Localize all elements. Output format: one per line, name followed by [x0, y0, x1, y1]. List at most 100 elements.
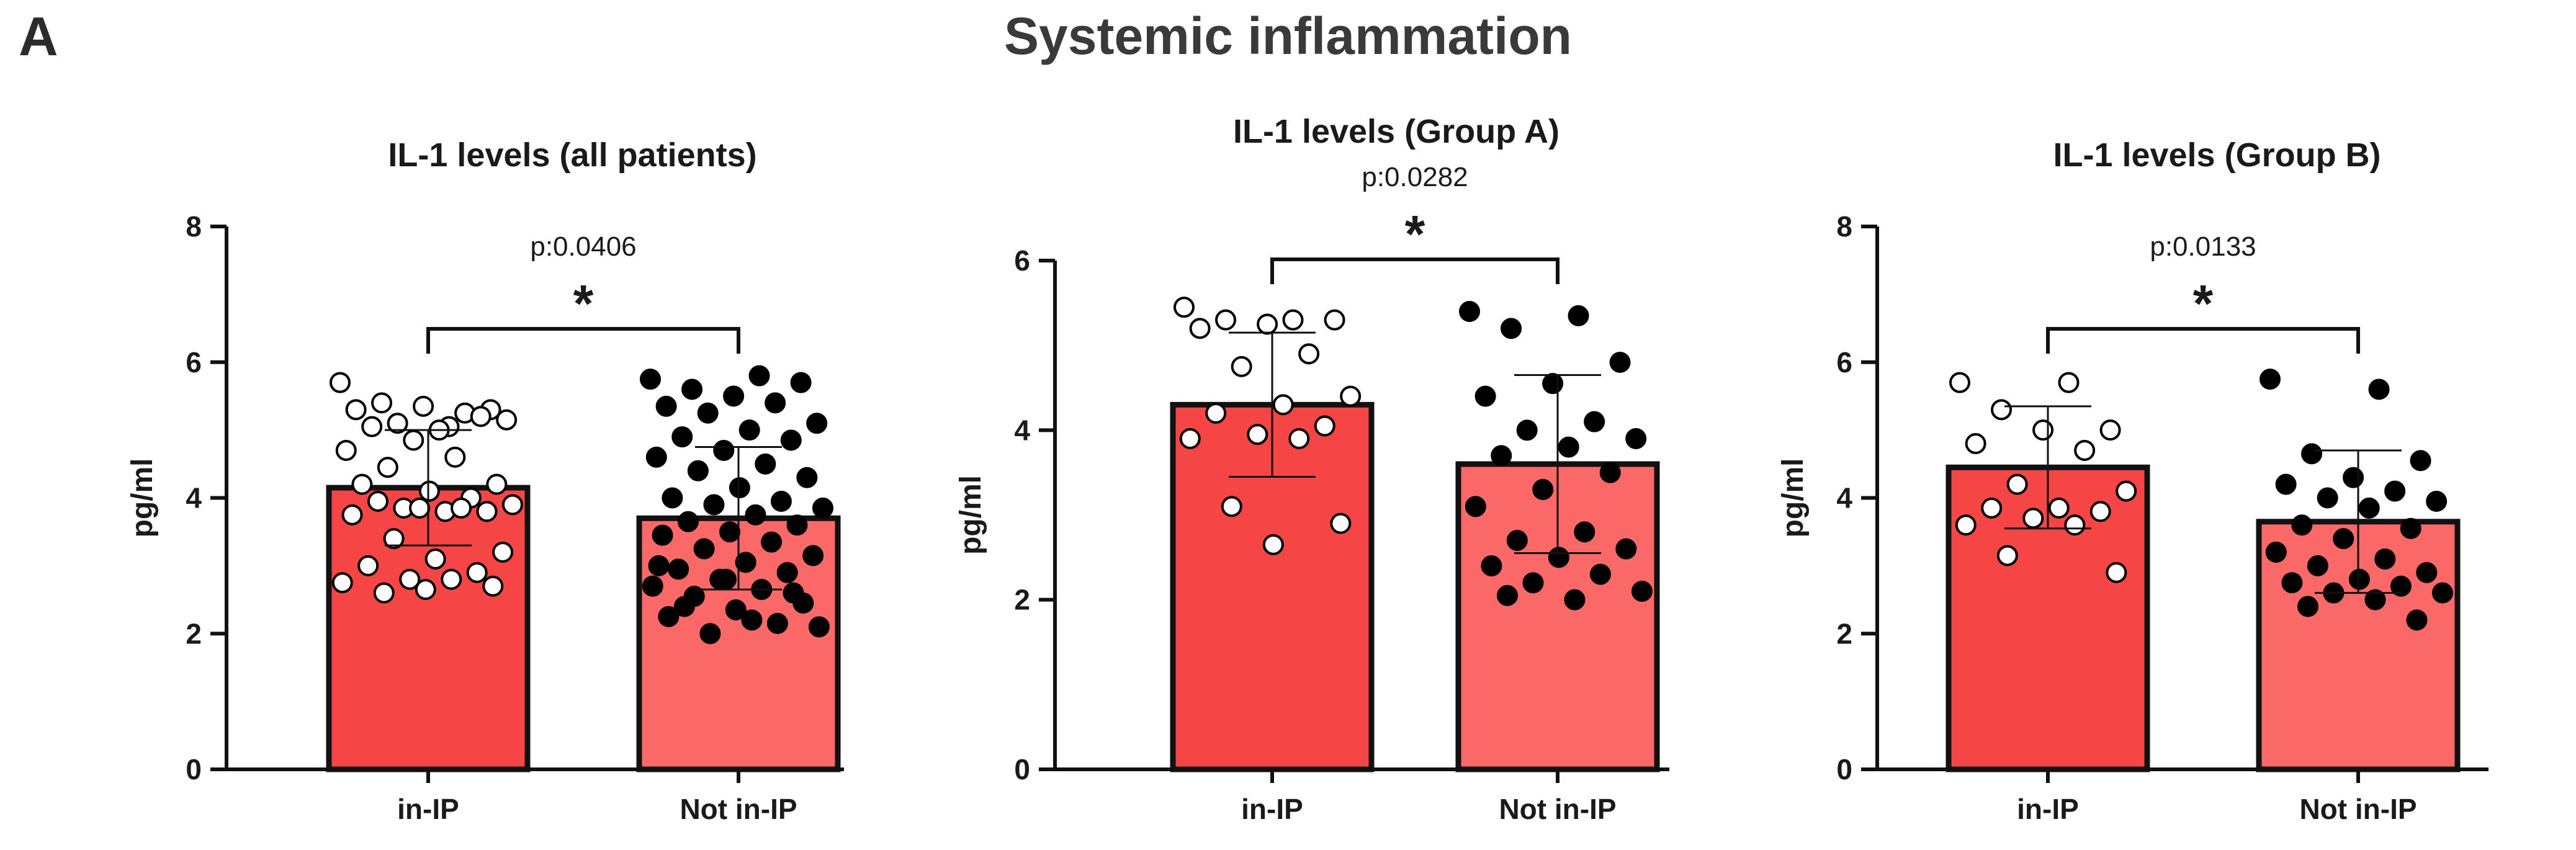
data-point — [1949, 372, 1970, 393]
data-point — [1474, 385, 1496, 407]
data-point — [662, 487, 683, 509]
data-point — [1532, 479, 1554, 500]
chart-2: IL-1 levels (Group A) 0 2 4 6 pg/ml in-IP Not i… — [954, 113, 1669, 825]
y-tick-label: 8 — [186, 210, 202, 243]
data-point — [1481, 555, 1502, 576]
data-point — [668, 558, 689, 580]
data-point — [2410, 450, 2431, 472]
data-point — [1247, 424, 1268, 445]
y-tick-label: 2 — [1014, 584, 1030, 616]
significance-star: * — [1405, 205, 1425, 263]
data-point — [2058, 372, 2080, 393]
data-point — [1599, 462, 1621, 483]
data-point — [713, 439, 735, 461]
y-tick-label: 6 — [1836, 346, 1852, 378]
data-point — [1205, 403, 1227, 424]
data-point — [648, 555, 670, 576]
data-point — [2291, 514, 2313, 536]
data-point — [345, 399, 367, 421]
data-point — [780, 429, 802, 451]
data-point — [2260, 369, 2281, 390]
data-point — [2400, 517, 2421, 539]
data-point — [1996, 545, 2018, 566]
x-tick-label: in-IP — [397, 793, 459, 825]
data-point — [776, 561, 798, 583]
data-point — [367, 490, 388, 512]
data-point — [1262, 534, 1284, 555]
significance-bracket — [1270, 257, 1560, 284]
data-point — [2106, 561, 2127, 583]
data-point — [330, 372, 351, 393]
data-point — [476, 501, 498, 522]
y-tick-label: 6 — [1014, 244, 1030, 277]
y-tick-label: 0 — [186, 753, 202, 785]
data-point — [699, 623, 721, 645]
data-point — [761, 531, 783, 553]
significance-star: * — [573, 274, 594, 333]
data-point — [2333, 528, 2354, 550]
data-point — [2364, 589, 2386, 611]
data-point — [2032, 419, 2054, 441]
data-point — [671, 426, 693, 448]
data-point — [444, 446, 466, 468]
y-tick-label: 6 — [186, 346, 202, 378]
data-point — [1501, 318, 1522, 339]
data-point — [2064, 514, 2086, 536]
data-point — [703, 494, 725, 516]
data-point — [1491, 445, 1512, 467]
data-point — [496, 409, 518, 431]
data-point — [1215, 309, 1237, 331]
data-point — [413, 395, 434, 417]
data-point — [357, 555, 379, 576]
y-tick-label: 4 — [1014, 414, 1030, 446]
data-point — [383, 528, 405, 550]
y-axis-label: pg/ml — [126, 459, 159, 538]
data-point — [783, 582, 804, 604]
data-point — [1288, 428, 1310, 449]
data-point — [640, 369, 661, 390]
data-point — [1615, 538, 1637, 560]
data-point — [415, 579, 436, 601]
data-point — [2275, 473, 2297, 495]
data-point — [1459, 301, 1480, 322]
data-point — [2048, 497, 2070, 519]
data-point — [2348, 568, 2370, 590]
data-point — [1981, 497, 2003, 519]
x-tick-label: Not in-IP — [1499, 793, 1616, 825]
data-point — [1272, 394, 1294, 416]
data-point — [642, 575, 663, 597]
data-point — [658, 606, 680, 627]
data-point — [2374, 548, 2396, 570]
data-point — [403, 429, 424, 451]
data-point — [673, 596, 695, 617]
data-point — [424, 548, 446, 570]
data-point — [1522, 572, 1544, 594]
data-point — [1568, 305, 1589, 326]
data-point — [1955, 514, 1977, 536]
data-point — [1589, 563, 1611, 585]
y-tick-label: 8 — [1836, 210, 1852, 243]
data-point — [1221, 496, 1242, 517]
data-point — [1516, 419, 1538, 441]
data-point — [1564, 589, 1586, 611]
data-point — [765, 392, 786, 414]
data-point — [1314, 415, 1335, 437]
data-point — [770, 490, 792, 512]
data-point — [2089, 501, 2111, 522]
data-point — [331, 572, 353, 594]
data-point — [693, 538, 715, 560]
data-point — [1189, 318, 1211, 339]
data-point — [1631, 581, 1653, 602]
data-point — [451, 497, 472, 519]
data-point — [2343, 467, 2364, 488]
data-point — [786, 514, 808, 536]
data-point — [2301, 443, 2323, 465]
data-point — [796, 467, 818, 488]
data-point — [2281, 572, 2303, 594]
data-point — [1542, 373, 1564, 395]
y-tick-label: 4 — [186, 482, 202, 514]
data-point — [492, 542, 514, 563]
data-point — [1330, 512, 1352, 534]
data-point — [335, 439, 357, 461]
